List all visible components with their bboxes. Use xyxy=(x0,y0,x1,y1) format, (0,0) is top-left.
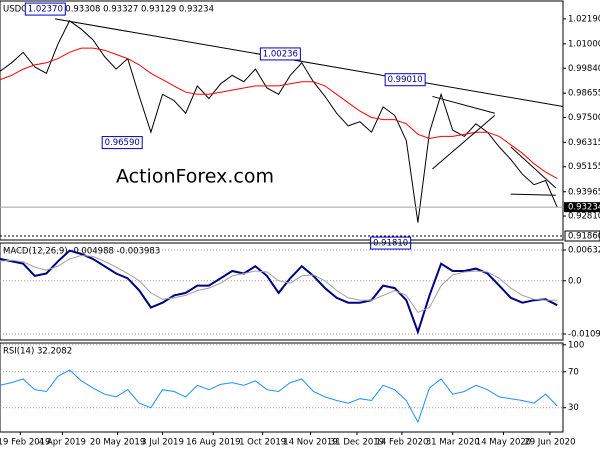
panel-frame xyxy=(0,0,564,241)
y-tick-label: 0.92810 xyxy=(568,212,600,222)
trendline xyxy=(510,193,556,196)
trendline xyxy=(432,95,495,114)
panel-frame xyxy=(0,242,564,341)
y-tick-label: 0.99840 xyxy=(568,64,600,74)
annotation-label: 0.96590 xyxy=(105,138,140,148)
annotation-label: 0.99010 xyxy=(388,75,423,85)
annotation-label: 0.91810 xyxy=(373,239,408,249)
watermark: ActionForex.com xyxy=(116,166,274,188)
panel-title: RSI(14) 32.2082 xyxy=(3,347,72,357)
x-tick-label: 29 Jun 2020 xyxy=(524,438,575,448)
annotation-label: 1.02370 xyxy=(28,5,63,15)
trendline xyxy=(432,114,496,170)
series-line xyxy=(0,254,558,314)
series-line xyxy=(0,20,558,223)
annotation-label: 1.00236 xyxy=(263,49,298,59)
x-tick-label: 31 Dec 2019 xyxy=(330,438,384,448)
annotation-box xyxy=(259,47,301,61)
y-tick-label: 0.93965 xyxy=(568,187,600,197)
x-tick-label: 14 Feb 2020 xyxy=(375,438,428,448)
x-tick-label: 14 May 2020 xyxy=(476,438,531,448)
x-tick-label: 1 Oct 2019 xyxy=(239,438,286,448)
y-tick-label: 1.01000 xyxy=(568,39,600,49)
x-tick-label: 14 Nov 2019 xyxy=(283,438,337,448)
panel-frame xyxy=(0,342,564,433)
y-tick-label: 0.97500 xyxy=(568,113,600,123)
price-label: 0.93234 xyxy=(568,203,600,213)
x-tick-label: 20 May 2019 xyxy=(90,438,145,448)
series-line xyxy=(0,47,558,179)
level-label: 0.91860 xyxy=(568,232,600,242)
x-tick-label: 16 Aug 2019 xyxy=(186,438,240,448)
annotation-box xyxy=(384,73,426,87)
y-tick-label: 0.95155 xyxy=(568,162,600,172)
x-tick-label: 4 Apr 2019 xyxy=(39,438,86,448)
series-line xyxy=(0,369,558,424)
y-tick-label: 0.006321 xyxy=(568,246,600,256)
annotation-box xyxy=(24,2,66,16)
y-tick-label: 0.0 xyxy=(568,276,582,286)
y-tick-label: 100 xyxy=(568,340,584,350)
y-tick-label: 0.98655 xyxy=(568,89,600,99)
x-tick-label: 19 Feb 2019 xyxy=(0,438,50,448)
panel-title: MACD(12,26,9) -0.004988 -0.003983 xyxy=(3,247,160,257)
trendline xyxy=(510,146,557,189)
panel-title: USDCHF,Daily 0.93308 0.93327 0.93129 0.9… xyxy=(3,5,214,15)
annotation-box xyxy=(101,136,143,150)
y-tick-label: 30 xyxy=(568,403,579,413)
trendline xyxy=(55,18,564,108)
x-tick-label: 31 Mar 2020 xyxy=(426,438,480,448)
y-tick-label: 70 xyxy=(568,367,579,377)
level-box xyxy=(564,230,600,242)
series-line xyxy=(0,249,558,335)
y-tick-label: 1.02190 xyxy=(568,14,600,24)
price-box xyxy=(564,202,600,213)
y-tick-label: 0.96315 xyxy=(568,138,600,148)
y-tick-label: -0.010939 xyxy=(568,330,600,340)
x-tick-label: 3 Jul 2019 xyxy=(141,438,184,448)
